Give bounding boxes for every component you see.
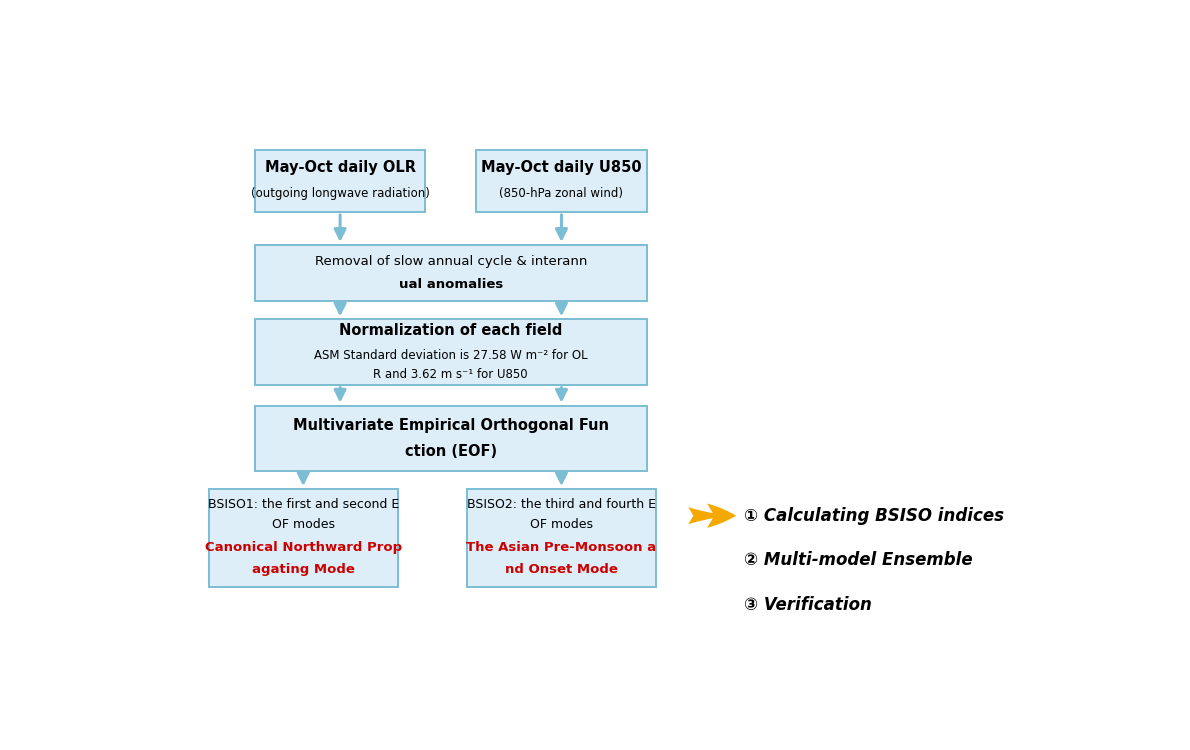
Text: agating Mode: agating Mode <box>252 563 355 576</box>
FancyBboxPatch shape <box>255 244 647 302</box>
Text: Removal of slow annual cycle & interann: Removal of slow annual cycle & interann <box>314 255 587 268</box>
FancyBboxPatch shape <box>255 149 426 212</box>
Text: OF modes: OF modes <box>271 518 334 531</box>
Text: ② Multi-model Ensemble: ② Multi-model Ensemble <box>744 551 972 569</box>
FancyBboxPatch shape <box>476 149 647 212</box>
Text: R and 3.62 m s⁻¹ for U850: R and 3.62 m s⁻¹ for U850 <box>374 368 528 381</box>
Text: May-Oct daily U850: May-Oct daily U850 <box>481 160 641 176</box>
Text: May-Oct daily OLR: May-Oct daily OLR <box>264 160 415 176</box>
Text: (outgoing longwave radiation): (outgoing longwave radiation) <box>251 188 430 200</box>
Text: ① Calculating BSISO indices: ① Calculating BSISO indices <box>744 507 1003 525</box>
FancyBboxPatch shape <box>255 320 647 385</box>
Text: ③ Verification: ③ Verification <box>744 596 871 614</box>
Text: BSISO1: the first and second E: BSISO1: the first and second E <box>207 498 399 511</box>
Text: ASM Standard deviation is 27.58 W m⁻² for OL: ASM Standard deviation is 27.58 W m⁻² fo… <box>314 349 588 362</box>
Text: OF modes: OF modes <box>530 518 593 531</box>
Text: Canonical Northward Prop: Canonical Northward Prop <box>205 542 402 554</box>
Text: ction (EOF): ction (EOF) <box>405 444 497 459</box>
Text: ual anomalies: ual anomalies <box>399 278 503 292</box>
Text: BSISO2: the third and fourth E: BSISO2: the third and fourth E <box>466 498 656 511</box>
Text: The Asian Pre-Monsoon a: The Asian Pre-Monsoon a <box>466 542 657 554</box>
FancyBboxPatch shape <box>255 406 647 471</box>
FancyBboxPatch shape <box>208 489 397 587</box>
Text: Normalization of each field: Normalization of each field <box>339 323 563 338</box>
FancyBboxPatch shape <box>466 489 656 587</box>
Text: nd Onset Mode: nd Onset Mode <box>505 563 618 576</box>
Text: (850-hPa zonal wind): (850-hPa zonal wind) <box>500 188 624 200</box>
Text: Multivariate Empirical Orthogonal Fun: Multivariate Empirical Orthogonal Fun <box>293 418 609 433</box>
